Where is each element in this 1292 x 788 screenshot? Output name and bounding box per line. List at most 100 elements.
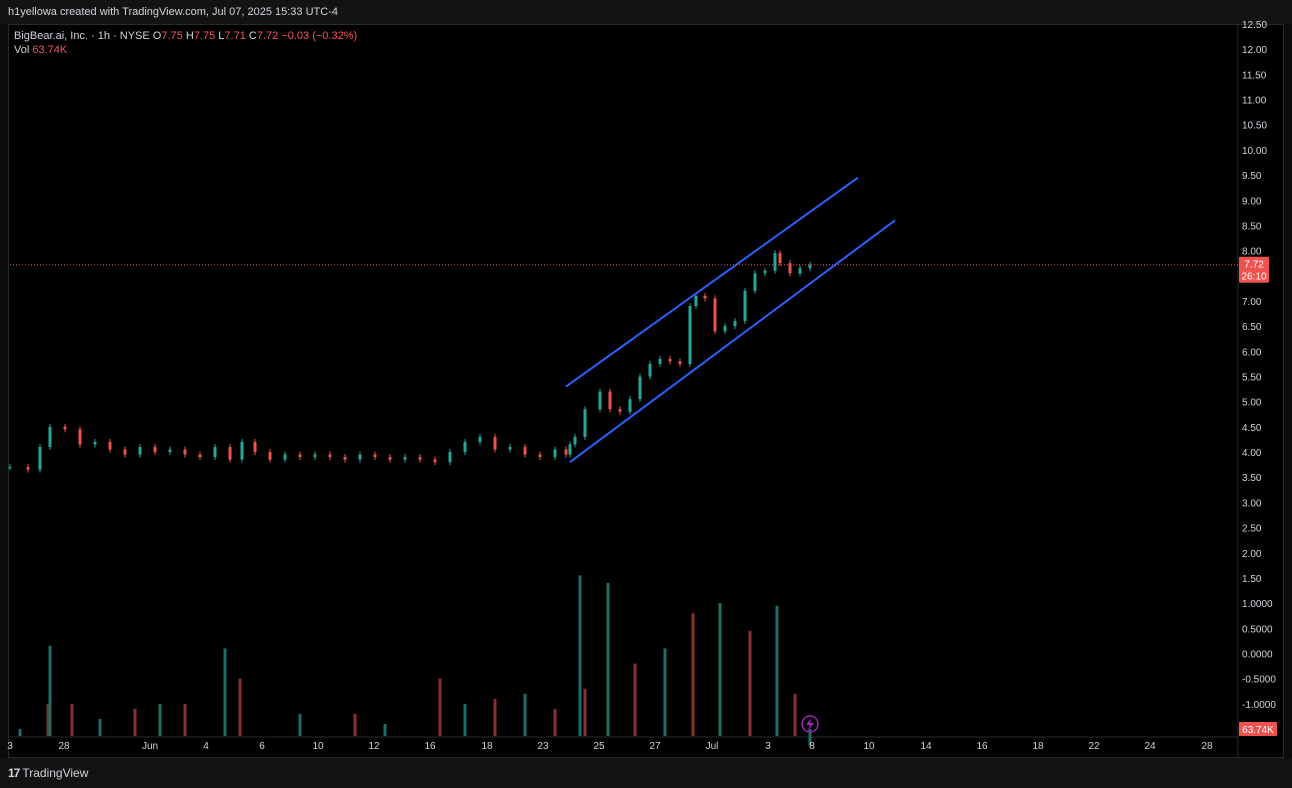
x-tick-label: Jul (706, 741, 719, 752)
tradingview-logo[interactable]: 17 TradingView (8, 766, 88, 780)
close-value: 7.72 (256, 30, 279, 42)
last-price-tag (1239, 256, 1269, 283)
candle-body (358, 454, 362, 460)
candle-body (38, 447, 42, 470)
candle-body (48, 426, 52, 447)
volume-bar (48, 645, 52, 736)
y-tick-label: 9.50 (1242, 171, 1262, 182)
y-tick-label: 11.50 (1242, 70, 1267, 81)
open-value: 7.75 (161, 30, 183, 42)
y-tick-label: 1.50 (1242, 574, 1262, 585)
y-tick-label: 4.00 (1242, 448, 1262, 459)
candle-body (313, 454, 317, 458)
volume-bar (223, 648, 227, 736)
candle-body (153, 447, 157, 453)
x-tick-label: 27 (649, 741, 661, 752)
candle-body (268, 452, 272, 460)
candle-body (573, 436, 577, 445)
x-tick-label: 28 (1201, 741, 1213, 752)
candle-body (328, 454, 332, 458)
x-tick-label: 25 (593, 741, 605, 752)
volume-bar (298, 713, 302, 736)
y-tick-label: 3.00 (1242, 498, 1262, 509)
volume-tag (1239, 722, 1277, 736)
y-tick-label: 0.5000 (1242, 624, 1273, 635)
volume-bar (493, 698, 497, 736)
volume-bar (133, 708, 137, 736)
candle-body (198, 454, 202, 458)
x-tick-label: 4 (203, 741, 209, 752)
footer-bar (0, 758, 1292, 788)
y-tick-label: 11.00 (1242, 96, 1267, 107)
candle-body (583, 409, 587, 437)
candle-body (213, 447, 217, 458)
candle-body (493, 436, 497, 450)
y-tick-label: 5.50 (1242, 373, 1262, 384)
x-tick-label: 12 (368, 741, 380, 752)
volume-bar (748, 630, 752, 736)
candle-body (564, 449, 568, 455)
candle-body (78, 429, 82, 445)
candle-body (388, 457, 392, 460)
candle-body (343, 457, 347, 460)
candle-body (658, 358, 662, 364)
candle-body (373, 454, 377, 458)
tradingview-logo-icon: 17 (8, 766, 20, 780)
plot-layer (8, 24, 1239, 757)
volume-bar (523, 693, 527, 736)
volume-bar (808, 729, 812, 747)
volume-label[interactable]: Vol (14, 44, 30, 56)
candle-body (763, 270, 767, 274)
x-tick-label: 23 (537, 741, 549, 752)
y-tick-label: -1.0000 (1242, 700, 1276, 711)
volume-bar (553, 708, 557, 736)
x-tick-label: 10 (312, 741, 324, 752)
candle-body (628, 399, 632, 412)
candle-body (108, 441, 112, 450)
volume-bar (775, 605, 779, 736)
candle-body (418, 457, 422, 460)
candle-body (478, 436, 482, 442)
candle-body (688, 306, 692, 364)
candle-body (808, 264, 812, 269)
close-label: C (248, 30, 257, 42)
y-tick-label: 8.00 (1242, 247, 1262, 258)
candle-body (123, 449, 127, 455)
x-tick-label: 6 (259, 741, 265, 752)
volume-bar (691, 613, 695, 736)
volume-bar (578, 575, 582, 736)
channel-upper-line (565, 176, 859, 388)
x-tick-label: 16 (424, 741, 436, 752)
chart-frame[interactable] (8, 24, 1284, 758)
candle-body (773, 253, 777, 271)
candle-body (538, 454, 542, 458)
candle-body (433, 459, 437, 463)
y-tick-label: 2.50 (1242, 524, 1262, 535)
volume-value: 63.74K (32, 44, 68, 56)
x-tick-label: 16 (976, 741, 988, 752)
volume-bar (718, 603, 722, 736)
y-tick-label: 12.00 (1242, 45, 1267, 56)
tradingview-logo-text: TradingView (22, 766, 89, 780)
candle-body (508, 447, 512, 450)
candle-body (723, 326, 727, 332)
legend: BigBear.ai, Inc. · 1h · NYSE O7.75 H7.75… (14, 29, 357, 57)
x-tick-label: 3 (7, 741, 13, 752)
candle-body (733, 321, 737, 327)
countdown-tag-value: 26:10 (1241, 272, 1266, 283)
open-label: O (152, 30, 162, 42)
candle-body (253, 441, 257, 453)
candle-body (753, 273, 757, 291)
x-tick-label: 3 (765, 741, 771, 752)
candle-body (523, 447, 527, 455)
symbol-name[interactable]: BigBear.ai, Inc. · 1h · NYSE (14, 30, 150, 42)
candle-body (553, 449, 557, 458)
x-tick-label: 10 (863, 741, 875, 752)
volume-tag-value: 63.74K (1242, 725, 1274, 736)
y-tick-label: 3.50 (1242, 473, 1262, 484)
y-tick-label: 9.00 (1242, 196, 1262, 207)
candle-body (283, 454, 287, 460)
volume-bar (70, 703, 74, 736)
low-value: 7.71 (224, 30, 246, 42)
